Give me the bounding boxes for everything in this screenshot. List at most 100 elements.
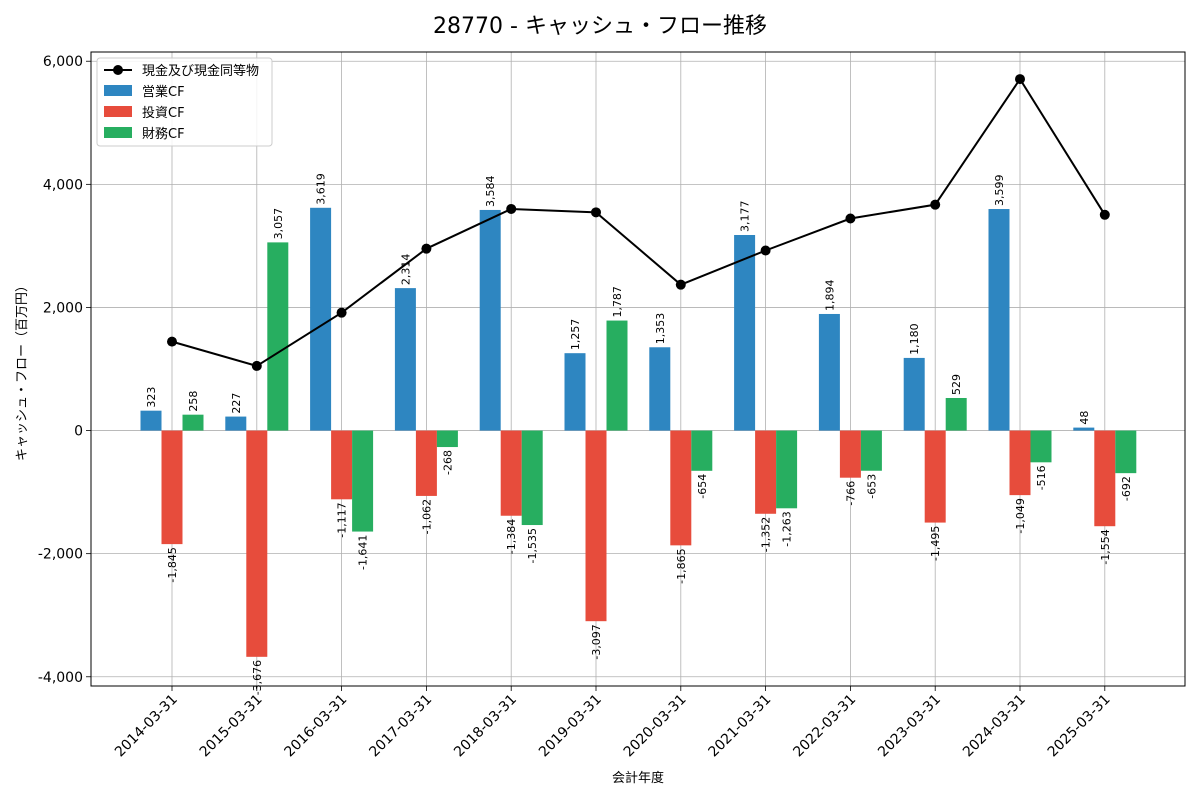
bar-2-0: [182, 414, 204, 431]
cash-point-1: [251, 360, 262, 371]
cash-line: [171, 77, 1106, 368]
y-tick-label: 0: [74, 424, 83, 440]
x-tick-label: 2015-03-31: [197, 692, 266, 761]
bar-1-8: [839, 430, 861, 478]
cash-point-0: [167, 336, 177, 347]
bar-0-2: [310, 207, 332, 431]
data-label-2-8: -653: [865, 474, 878, 499]
legend-label-cash: 現金及び現金同等物: [142, 63, 259, 79]
data-label-1-8: -766: [844, 481, 857, 506]
data-label-2-11: -692: [1120, 476, 1133, 501]
data-label-1-7: -1,352: [760, 517, 773, 552]
cash-point-9: [930, 199, 941, 210]
bar-2-3: [436, 430, 458, 448]
data-label-2-7: -1,263: [781, 511, 794, 546]
x-tick-label: 2022-03-31: [790, 692, 859, 761]
data-label-0-2: 3,619: [315, 173, 328, 205]
x-tick-label: 2023-03-31: [875, 692, 944, 761]
y-tick-label: 6,000: [43, 54, 83, 70]
legend-swatch-1: [104, 106, 132, 117]
bar-0-5: [564, 353, 586, 431]
bar-1-6: [670, 430, 692, 546]
legend-swatch-0: [104, 85, 132, 96]
bar-1-11: [1094, 430, 1116, 527]
data-label-2-10: -516: [1035, 465, 1048, 490]
x-tick-label: 2017-03-31: [366, 692, 435, 761]
data-label-0-4: 3,584: [484, 175, 497, 207]
data-label-2-0: 258: [187, 391, 200, 412]
cash-point-11: [1099, 209, 1110, 220]
chart-title: 28770 - キャッシュ・フロー推移: [433, 14, 767, 39]
cash-point-5: [591, 207, 601, 218]
legend-box: [96, 57, 273, 147]
data-label-0-1: 227: [230, 393, 243, 414]
y-tick-label: -2,000: [38, 547, 83, 563]
bar-2-5: [606, 320, 628, 431]
bar-1-0: [161, 430, 183, 545]
data-label-1-3: -1,062: [420, 499, 433, 534]
bar-0-6: [649, 347, 671, 431]
bar-1-10: [1009, 430, 1031, 496]
data-label-0-7: 3,177: [739, 200, 752, 232]
bar-0-7: [734, 234, 756, 431]
data-label-0-3: 2,314: [399, 254, 412, 286]
x-tick-label: 2014-03-31: [112, 692, 181, 761]
data-label-2-2: -1,641: [357, 535, 370, 570]
bar-0-3: [394, 288, 416, 431]
bar-0-1: [225, 416, 247, 431]
y-axis-label: キャッシュ・フロー（百万円）: [15, 279, 30, 461]
x-tick-label: 2025-03-31: [1045, 692, 1114, 761]
bar-0-0: [140, 410, 162, 431]
data-label-0-11: 48: [1078, 411, 1091, 425]
data-label-1-6: -1,865: [675, 548, 688, 583]
cash-point-4: [506, 203, 517, 214]
bar-2-7: [776, 430, 798, 509]
bar-1-7: [755, 430, 777, 514]
bar-1-9: [924, 430, 946, 523]
x-tick-label: 2020-03-31: [621, 692, 690, 761]
line-layer: [167, 74, 1110, 371]
data-label-2-4: -1,535: [526, 528, 539, 563]
legend-swatch-2: [104, 127, 132, 138]
data-label-2-9: 529: [950, 374, 963, 395]
data-label-1-10: -1,049: [1014, 498, 1027, 533]
bars-layer: [140, 207, 1137, 657]
y-tick-label: 2,000: [43, 300, 83, 316]
bar-2-10: [1030, 430, 1052, 463]
bar-2-4: [521, 430, 543, 526]
x-tick-label: 2018-03-31: [451, 692, 520, 761]
cash-point-2: [336, 307, 347, 318]
bar-1-2: [331, 430, 353, 500]
data-label-2-3: -268: [441, 450, 454, 475]
y-tick-label: 4,000: [43, 177, 83, 193]
x-tick-label: 2024-03-31: [960, 692, 1029, 761]
bar-1-3: [415, 430, 437, 496]
bar-2-2: [352, 430, 374, 532]
x-tick-label: 2016-03-31: [282, 692, 351, 761]
data-label-0-0: 323: [145, 387, 158, 408]
data-label-1-2: -1,117: [336, 502, 349, 537]
bar-2-11: [1115, 430, 1137, 474]
data-label-1-1: -3,676: [251, 660, 264, 695]
bar-2-6: [691, 430, 713, 471]
cash-point-8: [845, 213, 856, 224]
cash-point-3: [421, 243, 432, 254]
x-tick-label: 2021-03-31: [706, 692, 775, 761]
data-label-1-0: -1,845: [166, 547, 179, 582]
legend-label-2: 財務CF: [142, 127, 185, 142]
x-axis-label: 会計年度: [612, 770, 664, 786]
grid-layer: [91, 52, 1185, 686]
bar-2-9: [945, 397, 967, 431]
bar-0-9: [903, 357, 925, 431]
cash-point-10: [1015, 74, 1025, 85]
data-label-0-6: 1,353: [654, 313, 667, 345]
data-label-1-5: -3,097: [590, 624, 603, 659]
bar-1-4: [500, 430, 522, 516]
bar-2-8: [860, 430, 882, 471]
x-tick-label: 2019-03-31: [536, 692, 605, 761]
bar-0-11: [1073, 427, 1095, 431]
bar-1-5: [585, 430, 607, 622]
data-label-2-1: 3,057: [272, 208, 285, 240]
